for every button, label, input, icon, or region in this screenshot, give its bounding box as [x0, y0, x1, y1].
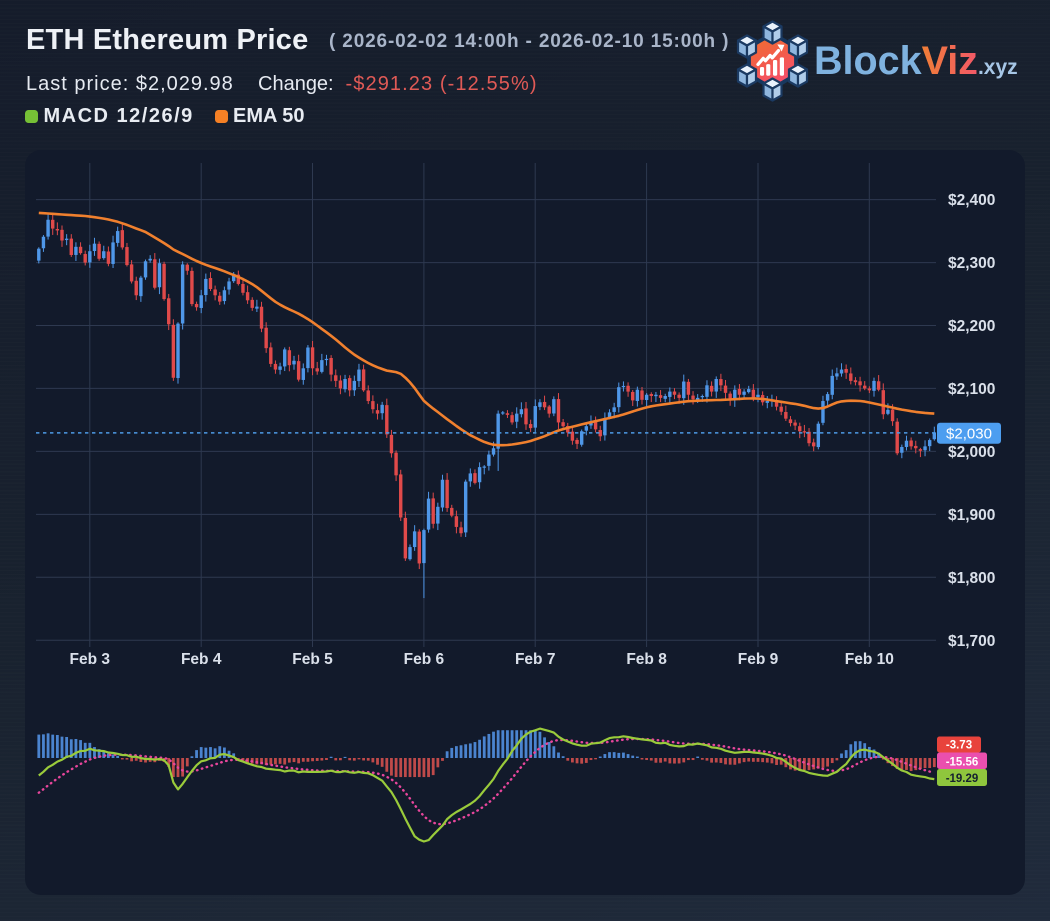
svg-text:$2,100: $2,100 — [948, 381, 995, 398]
svg-text:$1,800: $1,800 — [948, 570, 995, 587]
svg-text:Feb 10: Feb 10 — [845, 651, 894, 668]
svg-text:$1,900: $1,900 — [948, 507, 995, 524]
svg-text:$2,030: $2,030 — [946, 425, 992, 442]
svg-text:$2,300: $2,300 — [948, 255, 995, 272]
svg-text:BlockViz.xyz: BlockViz.xyz — [814, 39, 1018, 83]
svg-text:Feb 4: Feb 4 — [181, 651, 222, 668]
svg-text:$2,200: $2,200 — [948, 318, 995, 335]
svg-text:$1,700: $1,700 — [948, 633, 995, 650]
svg-text:Feb 8: Feb 8 — [626, 651, 667, 668]
svg-text:Feb 9: Feb 9 — [738, 651, 779, 668]
svg-text:-19.29: -19.29 — [946, 773, 979, 785]
svg-text:-15.56: -15.56 — [946, 756, 979, 768]
svg-text:Feb 6: Feb 6 — [404, 651, 445, 668]
svg-text:Feb 7: Feb 7 — [515, 651, 555, 668]
svg-text:Feb 5: Feb 5 — [292, 651, 333, 668]
svg-text:$2,400: $2,400 — [948, 192, 995, 209]
svg-text:$2,000: $2,000 — [948, 444, 995, 461]
svg-text:Feb 3: Feb 3 — [70, 651, 111, 668]
svg-text:-3.73: -3.73 — [946, 740, 972, 752]
